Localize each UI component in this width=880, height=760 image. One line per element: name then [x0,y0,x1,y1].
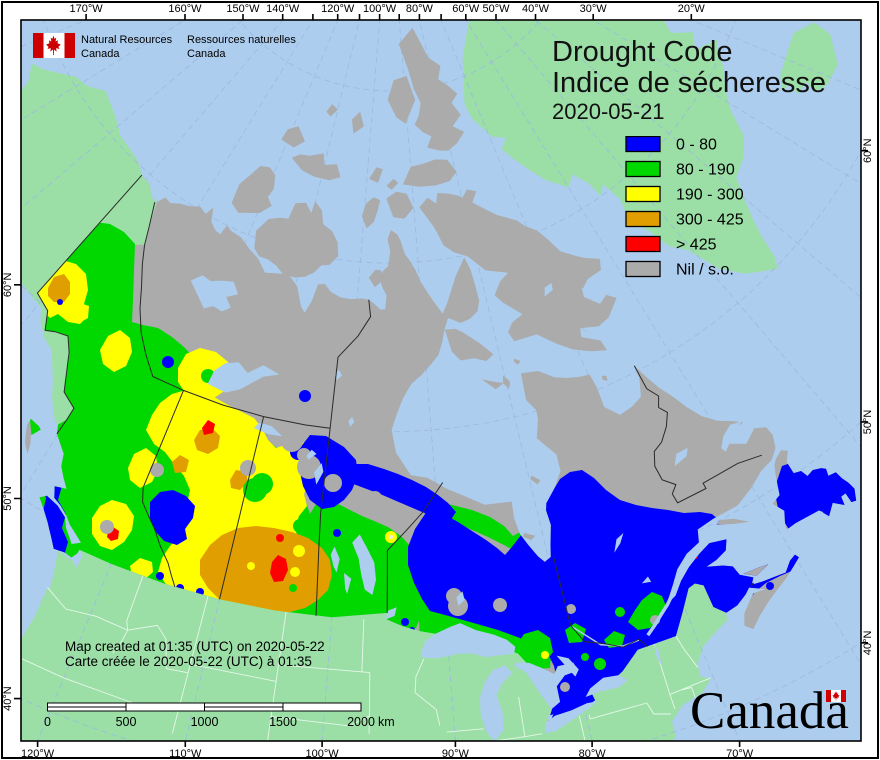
svg-text:Canada: Canada [690,682,849,736]
svg-text:0: 0 [44,715,51,729]
svg-text:100°W: 100°W [363,3,397,15]
svg-text:40°N: 40°N [862,630,874,655]
svg-text:60°N: 60°N [2,272,14,297]
svg-text:km: km [378,715,395,729]
svg-text:80°W: 80°W [579,748,607,760]
svg-text:140°W: 140°W [266,3,300,15]
svg-text:40°W: 40°W [522,3,550,15]
svg-text:1000: 1000 [191,715,219,729]
svg-text:80 - 190: 80 - 190 [676,162,735,179]
svg-text:0 - 80: 0 - 80 [676,137,717,154]
svg-text:60°N: 60°N [862,138,874,163]
svg-text:70°W: 70°W [726,748,754,760]
svg-text:300 - 425: 300 - 425 [676,212,744,229]
svg-text:30°W: 30°W [580,3,608,15]
svg-text:80°W: 80°W [406,3,434,15]
svg-text:20°W: 20°W [678,3,706,15]
svg-text:500: 500 [116,715,137,729]
svg-text:90°W: 90°W [442,748,470,760]
svg-text:190 - 300: 190 - 300 [676,187,744,204]
svg-text:150°W: 150°W [226,3,260,15]
svg-text:160°W: 160°W [168,3,202,15]
svg-text:50°N: 50°N [862,410,874,435]
svg-text:40°N: 40°N [2,686,14,711]
svg-text:60°W: 60°W [452,3,480,15]
svg-text:2000: 2000 [347,715,375,729]
svg-text:> 425: > 425 [676,237,717,254]
svg-text:170°W: 170°W [70,3,104,15]
svg-text:1500: 1500 [269,715,297,729]
svg-text:120°W: 120°W [321,3,355,15]
svg-text:50°W: 50°W [482,3,510,15]
svg-text:110°W: 110°W [169,748,202,760]
svg-text:Nil / s.o.: Nil / s.o. [676,262,734,279]
svg-text:50°N: 50°N [2,486,14,511]
svg-text:100°W: 100°W [306,748,340,760]
svg-text:120°W: 120°W [21,748,55,760]
